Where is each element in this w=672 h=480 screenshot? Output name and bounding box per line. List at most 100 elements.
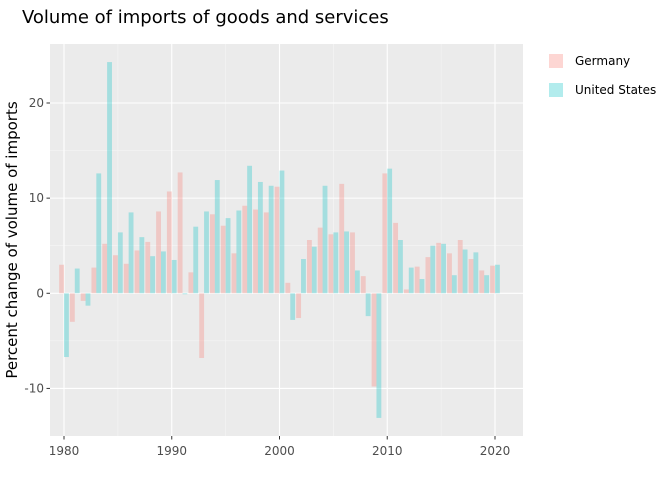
y-tick-label: -10 (24, 381, 44, 395)
bar (69, 293, 75, 322)
bar (231, 253, 237, 294)
bar (139, 237, 145, 294)
bar (376, 293, 382, 418)
bar (387, 168, 393, 294)
bar (74, 268, 80, 294)
bar (128, 212, 134, 294)
x-tick-label: 2010 (372, 444, 403, 458)
bar (107, 62, 112, 294)
bar (214, 180, 220, 294)
y-axis-title: Percent change of volume of imports (3, 101, 21, 378)
bar (188, 272, 194, 294)
bar (268, 185, 274, 294)
bar (403, 289, 409, 294)
bar (91, 267, 97, 294)
bar (199, 293, 205, 358)
bar (263, 212, 269, 294)
bar (333, 232, 339, 294)
bar (96, 173, 102, 294)
bar (113, 255, 118, 294)
bar (247, 165, 253, 294)
x-tick-label: 2000 (264, 444, 295, 458)
bar (468, 259, 474, 294)
bar (145, 241, 151, 294)
bar (117, 232, 123, 294)
bar (220, 225, 226, 294)
bar (134, 250, 140, 294)
bar (102, 243, 108, 294)
bar (204, 211, 209, 294)
bar (414, 266, 420, 294)
bar (210, 214, 215, 294)
y-tick-label: 10 (29, 191, 44, 205)
bar (290, 293, 296, 320)
bar (253, 209, 258, 294)
bar (317, 227, 323, 294)
x-tick-label: 2020 (480, 444, 511, 458)
x-tick-label: 1980 (49, 444, 80, 458)
x-axis-ticks: 1980 1990 2000 2010 2020 (49, 436, 511, 458)
bar (301, 259, 306, 294)
gridlines (50, 44, 523, 436)
bar (339, 183, 345, 294)
bar (462, 249, 468, 294)
x-tick-label: 1990 (156, 444, 187, 458)
bar (350, 232, 355, 294)
bar (382, 173, 388, 294)
bar (279, 170, 285, 294)
bar (160, 251, 166, 294)
bar (354, 270, 360, 294)
bar (398, 240, 403, 294)
bar (59, 264, 65, 294)
bar (344, 231, 349, 294)
y-tick-label: 20 (29, 96, 44, 110)
bar (451, 275, 457, 294)
chart-title: Volume of imports of goods and services (22, 7, 389, 28)
bar (322, 185, 328, 294)
bar (156, 211, 161, 294)
bar (123, 263, 129, 294)
y-tick-label: 0 (36, 286, 44, 300)
bar (193, 226, 199, 294)
bar (430, 245, 436, 294)
bar (171, 259, 177, 294)
bar (236, 210, 242, 294)
bar (182, 293, 188, 295)
bar (80, 293, 86, 301)
legend: Germany United States (549, 54, 656, 97)
bar (457, 240, 463, 294)
bar (393, 222, 399, 294)
legend-label: United States (575, 83, 656, 97)
legend-label: Germany (575, 54, 630, 68)
bar (365, 293, 371, 317)
bar (85, 293, 91, 306)
bar (408, 267, 414, 294)
bar (425, 257, 431, 294)
legend-swatch (549, 54, 563, 68)
plot-panel (50, 44, 523, 436)
bar (257, 181, 263, 294)
bar (419, 279, 425, 294)
bars-layer (59, 62, 500, 418)
bar (285, 282, 291, 294)
bar (473, 252, 479, 294)
bar (177, 172, 183, 294)
bar (479, 270, 485, 294)
bar (274, 186, 280, 294)
bar (328, 234, 334, 294)
bar (484, 275, 490, 294)
bar (166, 191, 172, 294)
bar (490, 265, 495, 294)
bar (64, 293, 69, 358)
bar (371, 293, 377, 387)
bar (306, 240, 312, 294)
bar (296, 293, 302, 319)
bar (441, 243, 446, 294)
y-axis-ticks: -10 0 10 20 (24, 96, 50, 395)
bar (436, 242, 442, 294)
bar (150, 256, 156, 294)
bar (225, 218, 231, 294)
bar (494, 264, 500, 294)
bar (360, 276, 366, 294)
